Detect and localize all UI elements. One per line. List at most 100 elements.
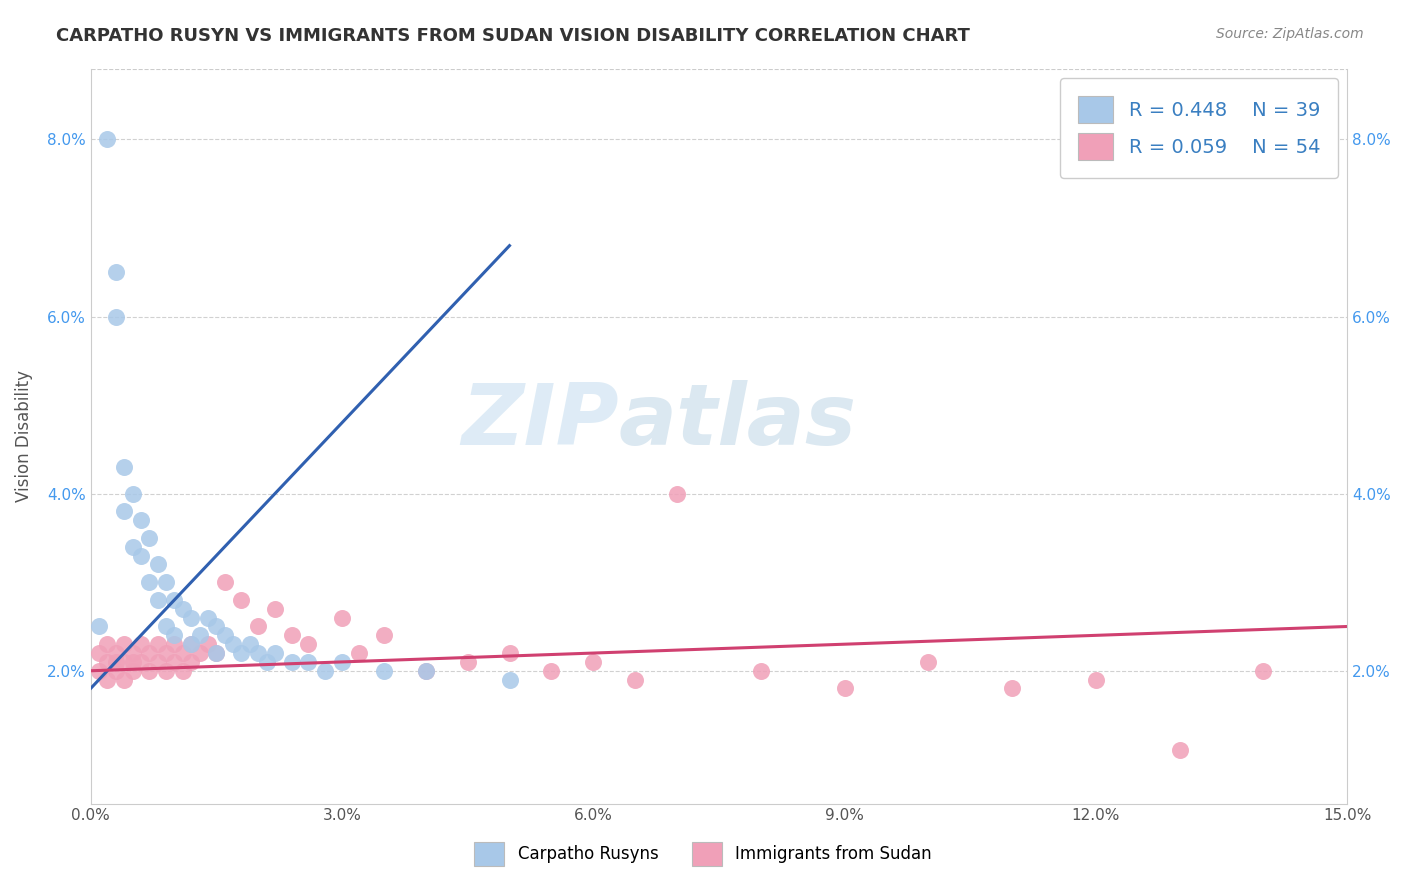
Point [96, 132, 118, 146]
Point [239, 637, 262, 651]
Point [917, 655, 939, 669]
Point [180, 637, 202, 651]
Point [129, 637, 152, 651]
Point [247, 619, 270, 633]
Point [121, 655, 143, 669]
Point [247, 646, 270, 660]
Text: CARPATHO RUSYN VS IMMIGRANTS FROM SUDAN VISION DISABILITY CORRELATION CHART: CARPATHO RUSYN VS IMMIGRANTS FROM SUDAN … [56, 27, 970, 45]
Point [205, 619, 228, 633]
Point [180, 637, 202, 651]
Text: ZIP: ZIP [461, 380, 619, 463]
Point [197, 637, 219, 651]
Point [415, 664, 437, 678]
Point [415, 664, 437, 678]
Text: atlas: atlas [619, 380, 856, 463]
Point [104, 310, 127, 324]
Point [163, 637, 186, 651]
Point [155, 664, 177, 678]
Point [180, 655, 202, 669]
Point [330, 610, 353, 624]
Legend: Carpatho Rusyns, Immigrants from Sudan: Carpatho Rusyns, Immigrants from Sudan [461, 829, 945, 880]
Point [172, 646, 194, 660]
Point [624, 673, 647, 687]
Point [172, 664, 194, 678]
Point [138, 664, 160, 678]
Point [280, 655, 302, 669]
Point [347, 646, 370, 660]
Point [214, 575, 236, 590]
Point [138, 575, 160, 590]
Point [146, 593, 169, 607]
Point [104, 655, 127, 669]
Point [180, 610, 202, 624]
Point [256, 655, 278, 669]
Point [188, 628, 211, 642]
Point [1001, 681, 1024, 696]
Point [222, 637, 245, 651]
Point [498, 646, 520, 660]
Point [104, 664, 127, 678]
Point [129, 513, 152, 527]
Point [155, 619, 177, 633]
Point [104, 646, 127, 660]
Point [330, 655, 353, 669]
Point [163, 655, 186, 669]
Point [112, 460, 135, 475]
Point [749, 664, 772, 678]
Point [96, 673, 118, 687]
Point [197, 610, 219, 624]
Y-axis label: Vision Disability: Vision Disability [15, 370, 32, 502]
Point [121, 486, 143, 500]
Point [280, 628, 302, 642]
Point [214, 628, 236, 642]
Point [129, 549, 152, 563]
Point [666, 486, 689, 500]
Point [146, 558, 169, 572]
Point [87, 664, 110, 678]
Point [163, 628, 186, 642]
Point [188, 646, 211, 660]
Point [264, 646, 287, 660]
Point [121, 646, 143, 660]
Point [112, 655, 135, 669]
Point [1168, 743, 1191, 757]
Point [1084, 673, 1107, 687]
Point [172, 601, 194, 615]
Point [1253, 664, 1275, 678]
Legend: R = 0.448    N = 39, R = 0.059    N = 54: R = 0.448 N = 39, R = 0.059 N = 54 [1060, 78, 1337, 178]
Point [163, 593, 186, 607]
Point [96, 655, 118, 669]
Point [146, 655, 169, 669]
Point [112, 673, 135, 687]
Point [231, 646, 253, 660]
Point [231, 593, 253, 607]
Point [540, 664, 562, 678]
Point [205, 646, 228, 660]
Point [96, 637, 118, 651]
Point [138, 531, 160, 545]
Point [457, 655, 479, 669]
Point [87, 619, 110, 633]
Point [314, 664, 336, 678]
Point [373, 664, 395, 678]
Point [373, 628, 395, 642]
Point [834, 681, 856, 696]
Point [264, 601, 287, 615]
Point [146, 637, 169, 651]
Point [297, 637, 319, 651]
Point [104, 265, 127, 279]
Point [112, 637, 135, 651]
Point [87, 646, 110, 660]
Point [297, 655, 319, 669]
Point [205, 646, 228, 660]
Point [121, 664, 143, 678]
Point [155, 575, 177, 590]
Point [498, 673, 520, 687]
Point [129, 655, 152, 669]
Point [121, 540, 143, 554]
Point [582, 655, 605, 669]
Point [138, 646, 160, 660]
Point [155, 646, 177, 660]
Text: Source: ZipAtlas.com: Source: ZipAtlas.com [1216, 27, 1364, 41]
Point [112, 504, 135, 518]
